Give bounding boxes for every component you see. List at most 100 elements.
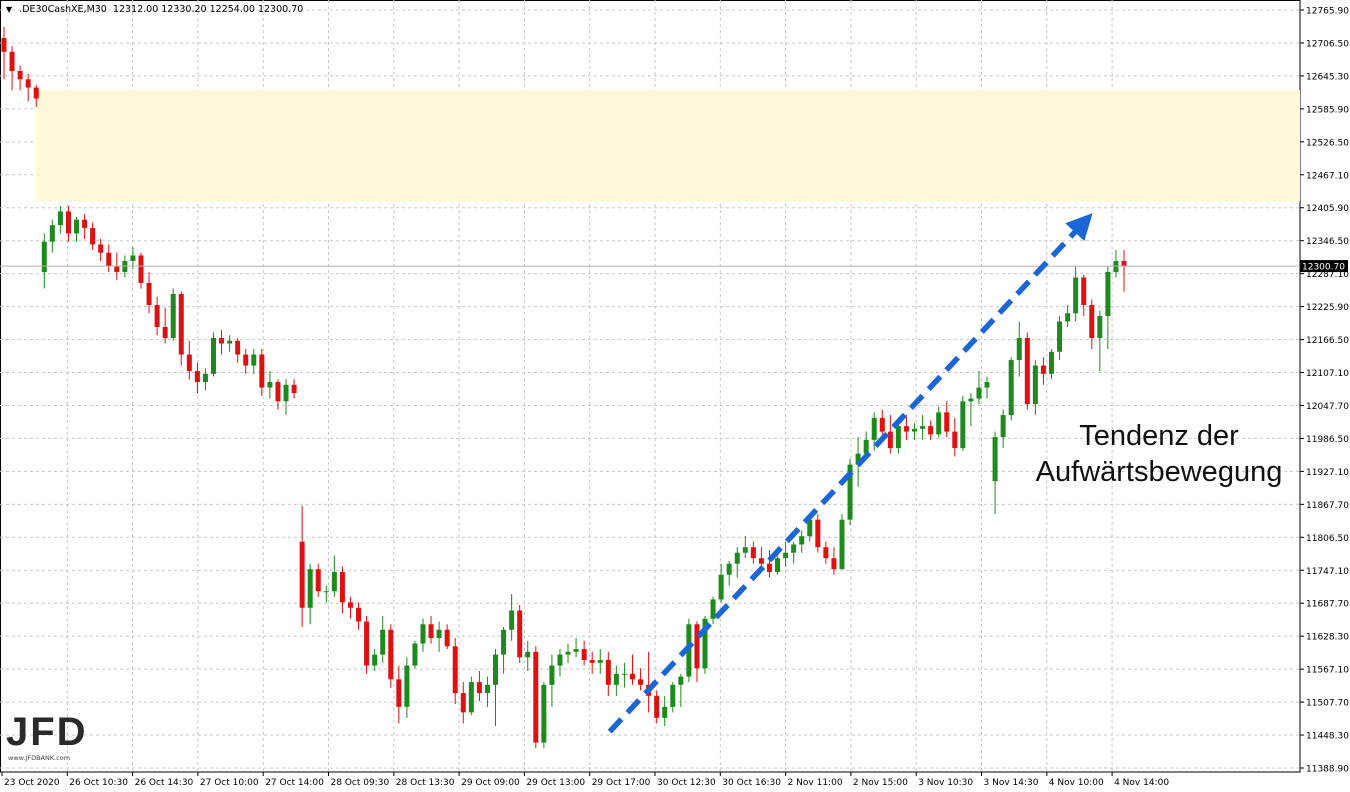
candle-body <box>694 624 700 669</box>
candle-body <box>420 624 426 644</box>
candle-body <box>976 387 982 399</box>
candle-body <box>436 629 442 639</box>
candle-body <box>194 371 200 383</box>
x-tick-label: 29 Oct 17:00 <box>592 778 651 788</box>
candle-body <box>65 211 71 234</box>
candle <box>517 605 523 663</box>
candle <box>807 516 813 542</box>
candle <box>589 651 595 674</box>
candle-body <box>307 569 313 608</box>
trend-annotation: Tendenz der Aufwärtsbewegung <box>1000 418 1318 490</box>
candle <box>380 616 386 663</box>
x-tick-label: 27 Oct 14:00 <box>265 778 324 788</box>
candle <box>573 638 579 658</box>
candle-body <box>807 519 813 537</box>
candle-body <box>1121 260 1127 267</box>
candle <box>879 409 885 440</box>
candle-body <box>299 541 305 608</box>
candle <box>331 555 337 597</box>
candle-body <box>710 599 716 619</box>
candle-body <box>404 665 410 707</box>
ohlc-values: 12312.00 12330.20 12254.00 12300.70 <box>112 4 304 15</box>
candle-body <box>25 79 31 88</box>
x-tick-label: 30 Oct 12:30 <box>657 778 716 788</box>
candle-body <box>662 706 668 718</box>
candle-body <box>283 384 289 402</box>
y-tick-label: 12467.10 <box>1306 171 1349 181</box>
candle-body <box>509 610 515 630</box>
dropdown-triangle-icon[interactable]: ▼ <box>6 5 13 14</box>
candle-body <box>847 464 853 520</box>
candle <box>533 646 539 749</box>
x-tick-label: 27 Oct 10:00 <box>200 778 259 788</box>
candle <box>138 252 144 289</box>
candles <box>1 27 1127 749</box>
candle <box>1016 321 1022 377</box>
candle <box>178 291 184 366</box>
candle <box>170 288 176 341</box>
candle <box>903 415 909 440</box>
candle-body <box>259 354 265 388</box>
candle <box>1008 357 1014 421</box>
candle-body <box>412 643 418 666</box>
candle-body <box>887 431 893 449</box>
jfd-logo: JFD www.JFDBANK.com <box>6 712 88 762</box>
candle-body <box>106 252 112 267</box>
candle-body <box>49 225 55 242</box>
candle <box>839 514 845 570</box>
candle-body <box>251 354 257 366</box>
candle <box>509 593 515 641</box>
candle <box>887 415 893 454</box>
price-axis[interactable]: 12765.90 12706.50 12645.30 12585.90 12526.50… <box>1300 7 1349 775</box>
candle <box>952 417 958 457</box>
candle-body <box>267 382 273 388</box>
candle <box>662 695 668 727</box>
candle <box>227 335 233 352</box>
x-tick-label: 3 Nov 10:30 <box>918 778 973 788</box>
candle <box>82 214 88 239</box>
candle <box>364 616 370 674</box>
time-axis[interactable]: 23 Oct 2020 26 Oct 10:30 26 Oct 14:30 27 Oc… <box>1 772 1169 788</box>
candle <box>283 379 289 416</box>
candle-body <box>1048 351 1054 374</box>
candle <box>484 676 490 707</box>
candle-body <box>799 536 805 545</box>
candle-body <box>678 676 684 685</box>
candle-body <box>871 417 877 440</box>
y-tick-label: 11687.70 <box>1306 600 1349 610</box>
candle-body <box>589 660 595 663</box>
candle-body <box>323 591 329 593</box>
candle <box>460 682 466 724</box>
candle-body <box>1065 313 1071 322</box>
candle <box>476 671 482 702</box>
candle <box>356 602 362 630</box>
candle-body <box>621 673 627 675</box>
candle <box>404 657 410 718</box>
candle-body <box>944 412 950 432</box>
candle-body <box>952 431 958 449</box>
candle-body <box>855 453 861 465</box>
candle <box>90 222 96 250</box>
candle-body <box>581 649 587 661</box>
symbol-info-bar[interactable]: ▼ .DE30CashXE,M30 12312.00 12330.20 1225… <box>6 4 303 15</box>
candle <box>638 668 644 691</box>
candle-body <box>227 340 233 344</box>
candle-body <box>920 426 926 429</box>
candle-body <box>517 610 523 658</box>
candle <box>968 393 974 427</box>
candle <box>1105 266 1111 350</box>
candle-body <box>388 629 394 680</box>
candle-body <box>557 654 563 666</box>
candle <box>525 640 531 672</box>
candle-body <box>138 255 144 283</box>
candle <box>960 395 966 451</box>
candle-body <box>347 602 353 608</box>
x-tick-label: 26 Oct 14:30 <box>135 778 194 788</box>
candle-body <box>968 398 974 402</box>
candle-body <box>275 382 281 402</box>
candle-body <box>533 651 539 743</box>
y-tick-label: 12346.50 <box>1306 237 1349 247</box>
candle <box>936 406 942 438</box>
candle-body <box>1073 277 1079 314</box>
